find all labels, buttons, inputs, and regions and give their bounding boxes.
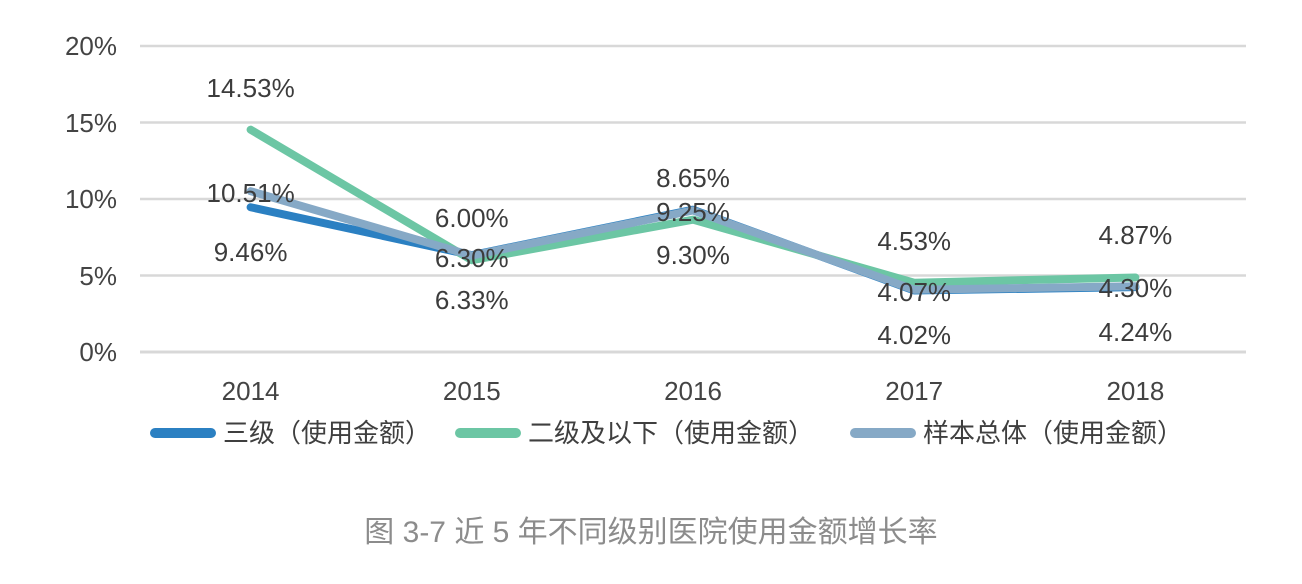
data-label: 6.30% [434,242,509,273]
legend-label: 二级及以下（使用金额） [528,418,815,448]
y-tick-label: 5% [79,260,117,291]
data-label: 9.30% [656,239,730,270]
data-label: 4.24% [1098,317,1173,348]
data-label: 4.30% [1098,273,1173,304]
legend-item: 样本总体（使用金额） [850,417,1183,449]
data-label: 4.87% [1098,220,1173,251]
legend-swatch-icon [850,428,916,438]
data-label: 10.51% [206,178,295,209]
data-label: 4.02% [877,320,952,351]
data-label: 8.65% [656,162,730,193]
legend-label: 三级（使用金额） [223,418,432,448]
y-tick-label: 10% [64,184,117,214]
legend-item: 二级及以下（使用金额） [455,417,814,449]
y-tick-label: 20% [64,31,117,61]
figure-caption: 图 3-7 近 5 年不同级别医院使用金额增长率 [364,516,938,549]
data-label: 6.33% [434,285,509,316]
data-label: 9.46% [213,237,288,268]
data-label: 4.53% [877,225,952,256]
x-tick-label: 2016 [664,376,722,406]
series-line [246,187,1140,294]
legend-swatch-icon [455,428,521,438]
x-tick-label: 2015 [442,376,501,406]
legend-item: 三级（使用金额） [150,417,431,449]
y-tick-label: 15% [64,107,117,138]
series-line [246,125,1140,287]
data-label: 4.07% [877,276,952,307]
data-label: 14.53% [206,72,295,103]
x-tick-label: 2018 [1106,376,1165,406]
x-tick-label: 2017 [885,376,944,406]
y-tick-label: 0% [79,337,117,367]
legend-label: 样本总体（使用金额） [923,418,1184,448]
x-tick-label: 2014 [221,376,280,406]
data-label: 6.00% [434,203,509,234]
legend-swatch-icon [150,428,216,438]
data-label: 9.25% [656,197,730,228]
